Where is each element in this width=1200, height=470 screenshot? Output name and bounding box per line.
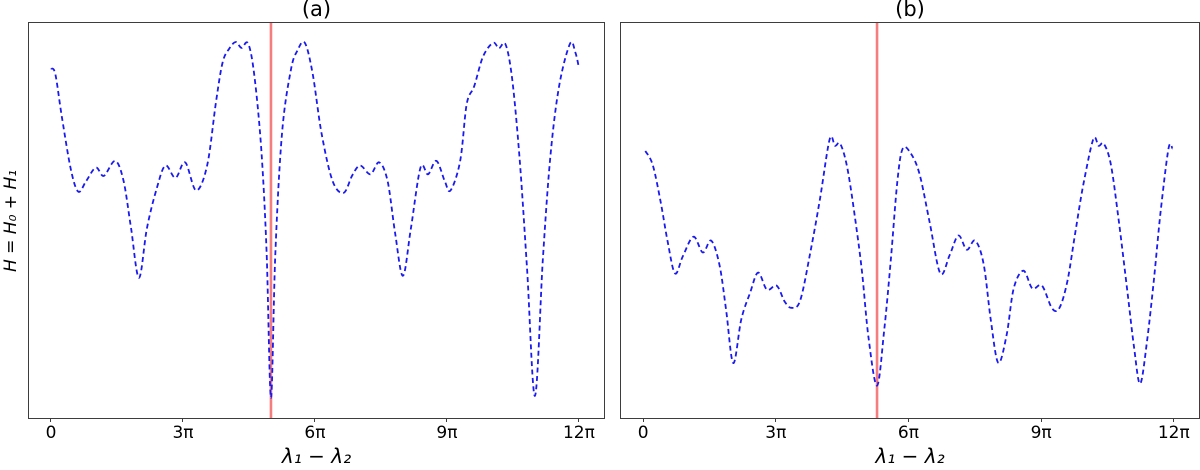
subplot-a: (a) H = H₀ + H₁ λ₁ − λ₂ 0 3π 6π 9π 12π	[1, 0, 605, 468]
x-tick-label: 6π	[304, 423, 326, 443]
x-tick-label: 12π	[1157, 423, 1190, 443]
x-tick	[182, 418, 184, 422]
hamiltonian-curve	[50, 40, 580, 399]
x-tick-label: 9π	[1030, 423, 1052, 443]
x-axis-label-a: λ₁ − λ₂	[281, 444, 352, 468]
x-tick-label: 0	[637, 423, 649, 443]
x-tick-label: 9π	[436, 423, 458, 443]
x-tick-label: 6π	[897, 423, 919, 443]
x-tick	[1173, 418, 1175, 422]
x-tick-label: 0	[45, 423, 57, 443]
x-tick-label: 3π	[765, 423, 787, 443]
x-tick	[578, 418, 580, 422]
x-axis-label-b: λ₁ − λ₂	[875, 444, 945, 468]
x-tick	[50, 418, 52, 422]
x-tick	[775, 418, 777, 422]
x-tick-label: 12π	[562, 423, 595, 443]
subplot-a-title: (a)	[301, 0, 332, 21]
x-tick	[446, 418, 448, 422]
y-axis-label: H = H₀ + H₁	[1, 169, 21, 272]
x-tick	[1040, 418, 1042, 422]
hamiltonian-curve	[644, 135, 1174, 387]
subplot-b-title: (b)	[895, 0, 925, 21]
subplot-a-canvas	[50, 23, 580, 418]
x-tick	[314, 418, 316, 422]
x-tick	[907, 418, 909, 422]
x-tick	[642, 418, 644, 422]
subplot-b-canvas	[644, 23, 1174, 418]
x-tick-label: 3π	[172, 423, 194, 443]
subplot-b: (b) λ₁ − λ₂ 0 3π 6π 9π 12π	[620, 0, 1200, 468]
